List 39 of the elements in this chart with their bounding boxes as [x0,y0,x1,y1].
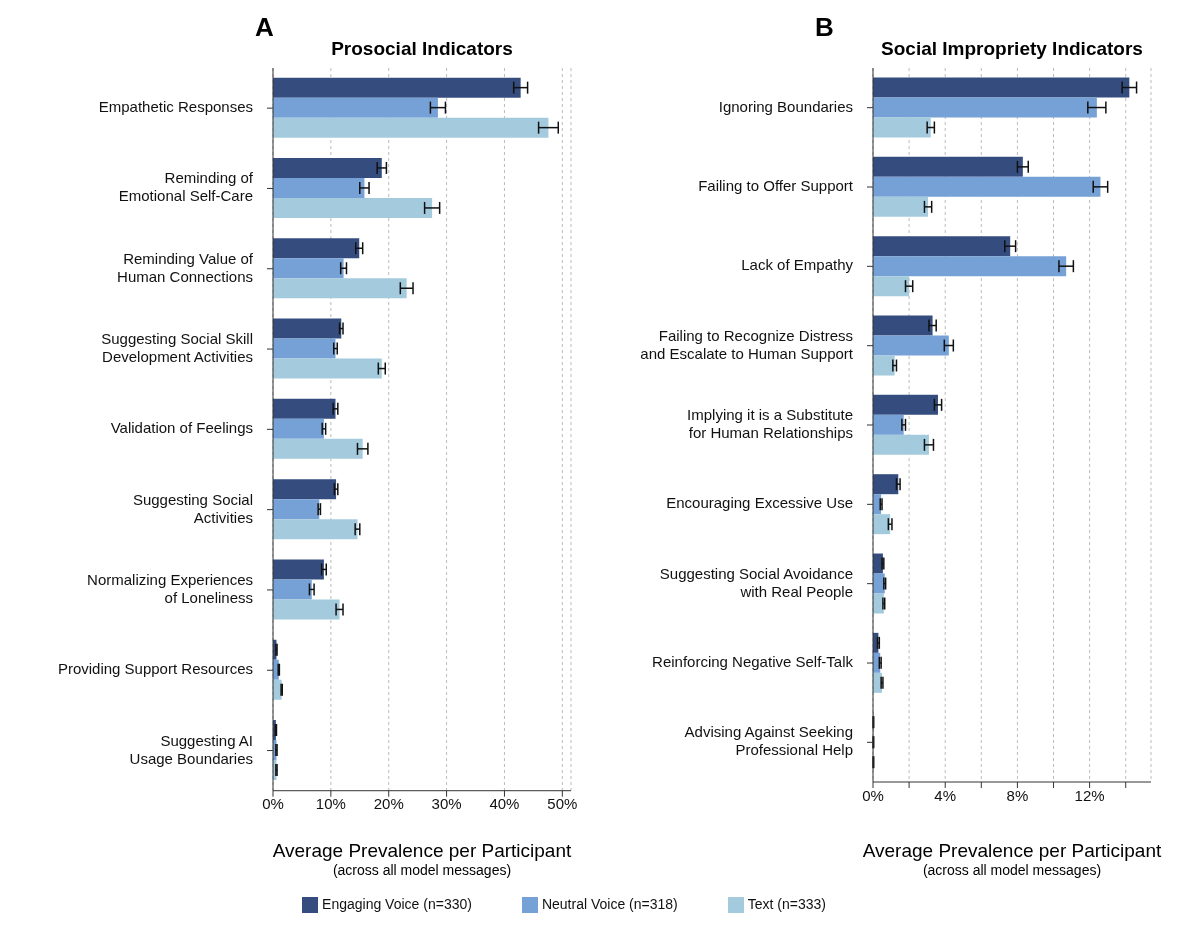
y-tick-label: Suggesting AI Usage Boundaries [129,731,253,767]
x-tick-label: 10% [315,795,346,813]
x-axis-title: Average Prevalence per Participant [861,840,1163,862]
y-tick-label: Implying it is a Substitute for Human Relationships [687,405,853,441]
text: (across all model messages) [921,862,1103,878]
legend-label: Engaging Voice (n=330) [322,896,472,912]
y-tick-label: Failing to Recognize Distress and Escalate to Human Support [640,326,854,362]
y-tick-label: Failing to Offer Support [698,176,854,194]
y-tick-label: Normalizing Experiences of Loneliness [87,570,253,606]
y-tick-label: Suggesting Social Skill Development Activities [101,330,253,366]
text: (across all model messages) [331,862,513,878]
y-tick-label: Suggesting Social Avoidance with Real People [659,564,853,600]
x-tick-label: 8% [1006,786,1029,804]
x-tick-label: 30% [431,795,462,813]
y-tick-label: Validation of Feelings [110,419,253,437]
x-tick-label: 12% [1074,786,1105,804]
y-tick-label: Providing Support Resources [57,660,253,678]
y-tick-label: Reinforcing Negative Self-Talk [652,652,854,670]
x-tick-label: 50% [547,795,578,813]
x-axis-title: Average Prevalence per Participant [271,840,573,862]
y-tick-label: Reminding Value of Human Connections [117,249,254,285]
x-tick-label: 20% [373,795,404,813]
y-tick-label: Lack of Empathy [741,256,854,274]
y-tick-label: Reminding of Emotional Self-Care [118,169,254,205]
legend-label: Neutral Voice (n=318) [541,896,678,912]
x-tick-label: 0% [862,786,884,804]
x-tick-label: 40% [489,795,520,813]
y-tick-label: Encouraging Excessive Use [666,494,853,512]
legend-label: Text (n=333) [747,896,826,912]
chart-title: Social Impropriety Indicators [880,38,1144,60]
y-tick-label: Suggesting Social Activities [132,490,253,526]
chart-title: Prosocial Indicators [330,38,514,60]
text: A [255,12,274,43]
x-tick-label: 0% [262,795,284,813]
y-tick-label: Ignoring Boundaries [718,97,853,115]
y-tick-label: Advising Against Seeking Professional Help [684,723,853,759]
x-tick-label: 4% [934,786,957,804]
y-tick-label: Empathetic Responses [98,98,253,116]
text: B [815,12,834,43]
